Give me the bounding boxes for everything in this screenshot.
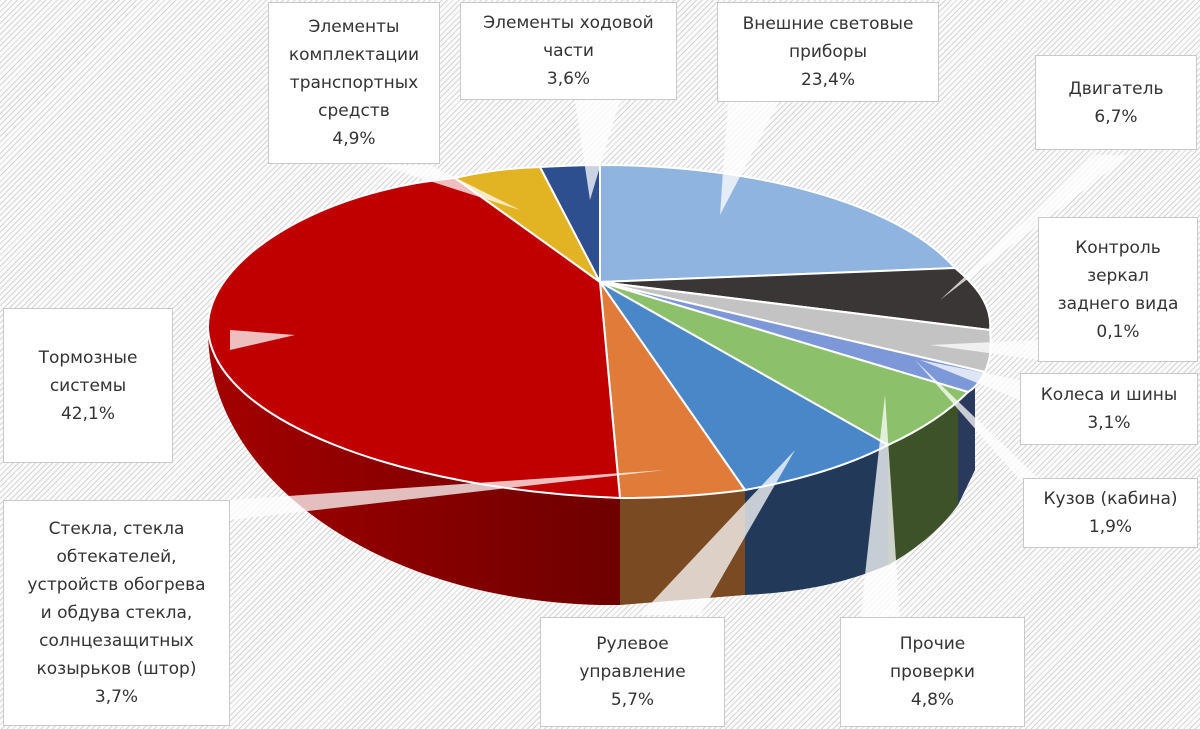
label-wheels-pct: 3,1% <box>1087 413 1131 433</box>
label-equipment-pct: 4,9% <box>332 129 376 149</box>
label-engine-name: Двигатель <box>1068 78 1164 99</box>
label-steering-pct: 5,7% <box>610 690 655 710</box>
label-mirrors-pct: 0,1% <box>1096 321 1140 342</box>
label-wheels-name: Колеса и шины <box>1040 385 1178 405</box>
label-lighting: Внешние световые приборы 23,4% <box>717 2 939 102</box>
label-equipment-name: Элементы комплектации транспортных средс… <box>288 17 420 121</box>
label-other-name: Прочие проверки <box>890 634 975 682</box>
label-lighting-name: Внешние световые приборы <box>742 14 914 62</box>
label-body-name: Кузов (кабина) <box>1043 489 1178 509</box>
label-glass: Стекла, стекла обтекателей, устройств об… <box>3 500 230 726</box>
label-glass-name: Стекла, стекла обтекателей, устройств об… <box>27 519 206 679</box>
label-engine: Двигатель 6,7% <box>1035 55 1197 150</box>
label-mirrors: Контроль зеркал заднего вида 0,1% <box>1038 217 1198 362</box>
pie-top <box>206 163 992 500</box>
label-chassis-pct: 3,6% <box>546 69 591 89</box>
label-body: Кузов (кабина) 1,9% <box>1023 478 1198 548</box>
label-body-pct: 1,9% <box>1088 517 1133 537</box>
label-brakes-pct: 42,1% <box>60 403 115 424</box>
label-other: Прочие проверки 4,8% <box>840 617 1025 727</box>
label-steering-name: Рулевое управление <box>579 634 686 682</box>
label-chassis-name: Элементы ходовой части <box>483 13 654 61</box>
label-steering: Рулевое управление 5,7% <box>540 617 725 727</box>
label-equipment: Элементы комплектации транспортных средс… <box>268 2 440 164</box>
label-brakes: Тормозные системы 42,1% <box>3 308 173 463</box>
label-other-pct: 4,8% <box>910 690 955 710</box>
label-wheels: Колеса и шины 3,1% <box>1020 373 1198 445</box>
label-glass-pct: 3,7% <box>94 687 139 707</box>
label-engine-pct: 6,7% <box>1094 106 1138 127</box>
label-mirrors-name: Контроль зеркал заднего вида <box>1057 237 1179 314</box>
label-lighting-pct: 23,4% <box>800 70 855 90</box>
label-chassis: Элементы ходовой части 3,6% <box>460 2 677 100</box>
label-brakes-name: Тормозные системы <box>38 347 138 396</box>
callout-leaders <box>230 100 1130 620</box>
